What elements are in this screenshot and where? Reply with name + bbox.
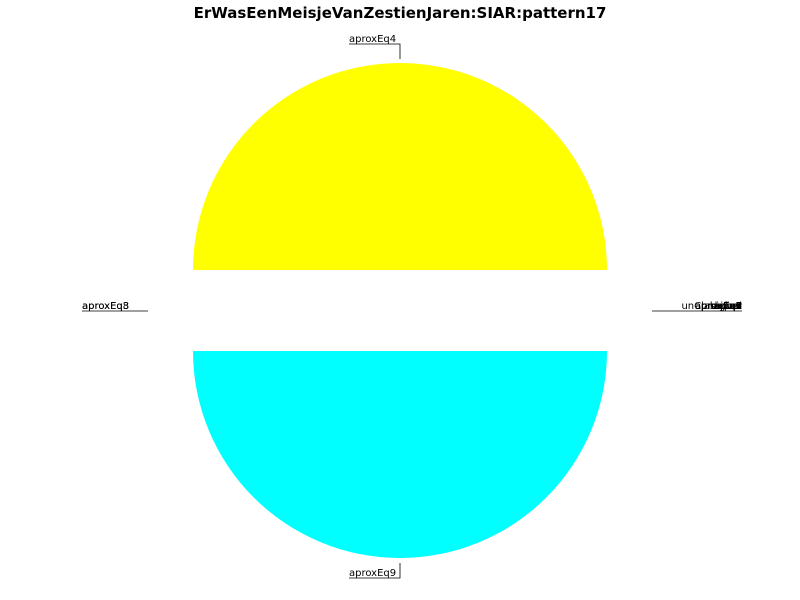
slice-label-aproxEq7: aproxEq7 [695,301,742,312]
slice-label-aproxEq9: aproxEq9 [349,568,396,579]
leader-line-bottom [349,563,401,579]
pie-slice-aproxEq9 [193,351,607,558]
slice-label-lower: lower [715,301,743,312]
right-label-group: unClassifiedlowerhigherequalaproxEq7apro… [681,301,742,312]
slice-label-aprox: aprox [714,301,742,312]
slice-label-equal: equal [714,301,742,312]
slice-label-aproxEq2: aproxEq2 [695,301,742,312]
slice-label-higher: higher [710,301,743,312]
slice-label-unClassified: unClassified [681,301,742,312]
slice-label-aproxEq3: aproxEq3 [82,301,129,312]
chart-title: ErWasEenMeisjeVanZestienJaren:SIAR:patte… [194,4,607,22]
leader-line-top [349,43,401,59]
slice-label-aproxEq6: aproxEq6 [695,301,742,312]
slice-label-aproxEq5: aproxEq5 [695,301,742,312]
slice-label-aproxEq8: aproxEq8 [82,301,129,312]
pie-slice-aproxEq4 [193,63,607,270]
slice-label-aproxEq1: aproxEq1 [695,301,742,312]
slice-label-aproxEq4: aproxEq4 [349,34,396,45]
